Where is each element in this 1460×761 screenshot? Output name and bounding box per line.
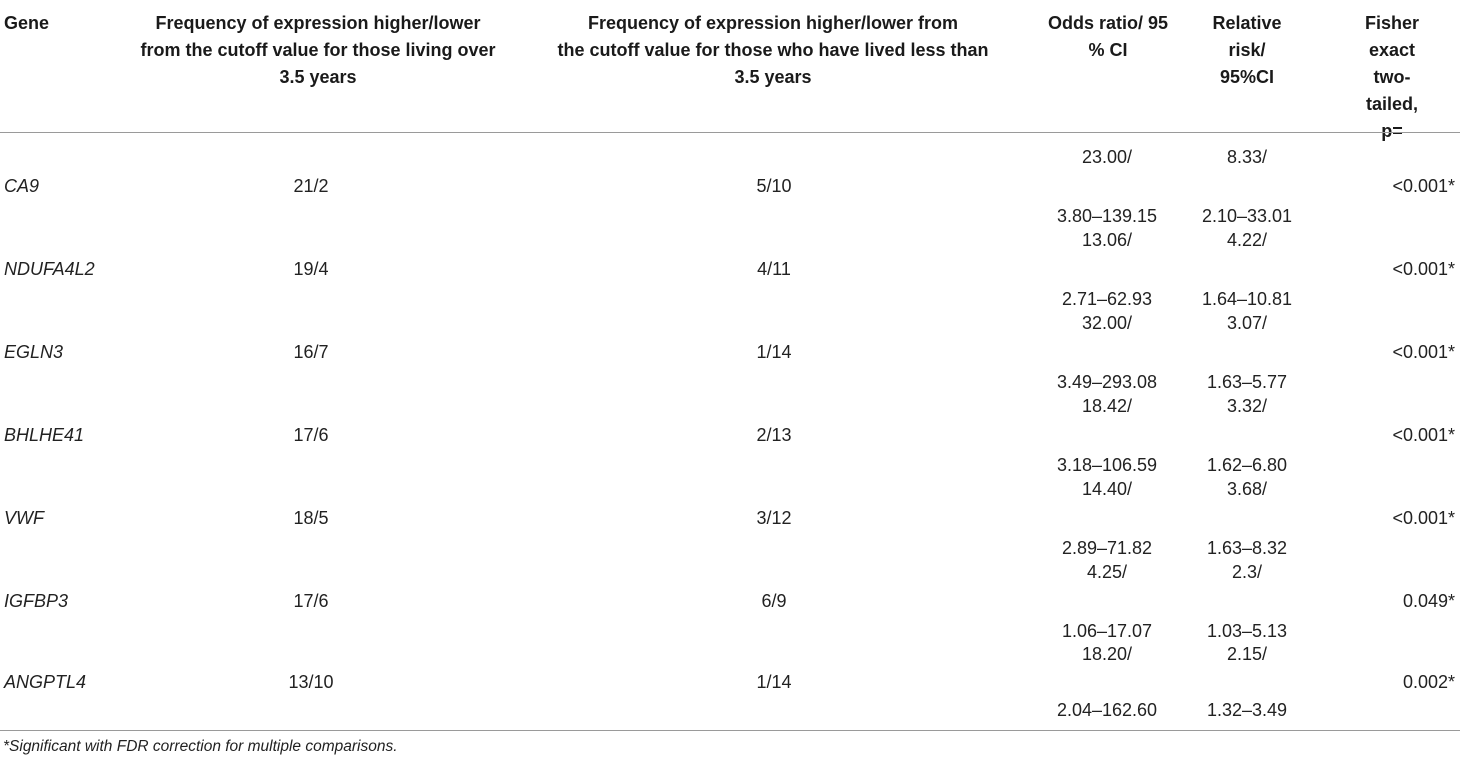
odds-ratio-value: 4.25/ <box>1086 562 1128 582</box>
gene-name: ANGPTL4 <box>4 672 87 692</box>
relative-risk-value: 3.68/ <box>1226 479 1268 499</box>
header-rule <box>0 132 1460 133</box>
p-value: 0.049* <box>1402 591 1455 611</box>
header-gene: Gene <box>4 13 50 33</box>
relative-risk-ci: 1.63–5.77 <box>1206 372 1288 392</box>
freq-under-value: 3/12 <box>756 508 792 528</box>
freq-over-value: 13/10 <box>288 672 334 692</box>
odds-ratio-value: 18.42/ <box>1081 396 1133 416</box>
gene-name: EGLN3 <box>4 342 64 362</box>
header-odds-ratio: Odds ratio/ 95 % CI <box>1047 13 1169 60</box>
p-value: <0.001* <box>1392 425 1455 445</box>
odds-ratio-ci: 3.80–139.15 <box>1056 206 1158 226</box>
p-value: <0.001* <box>1392 176 1455 196</box>
p-value: <0.001* <box>1392 259 1455 279</box>
odds-ratio-ci: 2.71–62.93 <box>1061 289 1153 309</box>
freq-over-value: 17/6 <box>293 591 329 611</box>
odds-ratio-ci: 2.04–162.60 <box>1056 700 1158 720</box>
relative-risk-value: 3.07/ <box>1226 313 1268 333</box>
freq-over-value: 19/4 <box>293 259 329 279</box>
p-value: <0.001* <box>1392 508 1455 528</box>
relative-risk-value: 8.33/ <box>1226 147 1268 167</box>
freq-over-value: 18/5 <box>293 508 329 528</box>
odds-ratio-value: 32.00/ <box>1081 313 1133 333</box>
bottom-rule <box>0 730 1460 731</box>
relative-risk-value: 2.15/ <box>1226 644 1268 664</box>
freq-over-value: 16/7 <box>293 342 329 362</box>
freq-under-value: 1/14 <box>756 672 792 692</box>
gene-name: IGFBP3 <box>4 591 69 611</box>
freq-under-value: 1/14 <box>756 342 792 362</box>
p-value: <0.001* <box>1392 342 1455 362</box>
header-freq-over: Frequency of expression higher/lower fro… <box>140 13 496 87</box>
odds-ratio-ci: 3.18–106.59 <box>1056 455 1158 475</box>
odds-ratio-ci: 2.89–71.82 <box>1061 538 1153 558</box>
relative-risk-value: 2.3/ <box>1231 562 1263 582</box>
header-relative-risk: Relative risk/ 95%CI <box>1212 13 1282 87</box>
gene-name: VWF <box>4 508 44 528</box>
freq-over-value: 21/2 <box>293 176 329 196</box>
freq-over-value: 17/6 <box>293 425 329 445</box>
gene-name: CA9 <box>4 176 40 196</box>
gene-name: BHLHE41 <box>4 425 85 445</box>
relative-risk-value: 3.32/ <box>1226 396 1268 416</box>
table-footnote: *Significant with FDR correction for mul… <box>3 738 398 755</box>
header-fisher: Fisher exact two- tailed, p= <box>1364 13 1420 141</box>
odds-ratio-value: 14.40/ <box>1081 479 1133 499</box>
relative-risk-value: 4.22/ <box>1226 230 1268 250</box>
relative-risk-ci: 1.62–6.80 <box>1206 455 1288 475</box>
relative-risk-ci: 1.63–8.32 <box>1206 538 1288 558</box>
freq-under-value: 5/10 <box>756 176 792 196</box>
odds-ratio-value: 13.06/ <box>1081 230 1133 250</box>
freq-under-value: 4/11 <box>757 259 791 279</box>
p-value: 0.002* <box>1402 672 1455 692</box>
header-freq-under: Frequency of expression higher/lower fro… <box>557 13 989 87</box>
freq-under-value: 6/9 <box>761 591 787 611</box>
odds-ratio-value: 18.20/ <box>1081 644 1133 664</box>
odds-ratio-ci: 1.06–17.07 <box>1061 621 1153 641</box>
relative-risk-ci: 1.64–10.81 <box>1201 289 1293 309</box>
relative-risk-ci: 2.10–33.01 <box>1201 206 1293 226</box>
odds-ratio-value: 23.00/ <box>1081 147 1133 167</box>
gene-name: NDUFA4L2 <box>4 259 95 279</box>
freq-under-value: 2/13 <box>756 425 792 445</box>
relative-risk-ci: 1.03–5.13 <box>1206 621 1288 641</box>
odds-ratio-ci: 3.49–293.08 <box>1056 372 1158 392</box>
relative-risk-ci: 1.32–3.49 <box>1206 700 1288 720</box>
